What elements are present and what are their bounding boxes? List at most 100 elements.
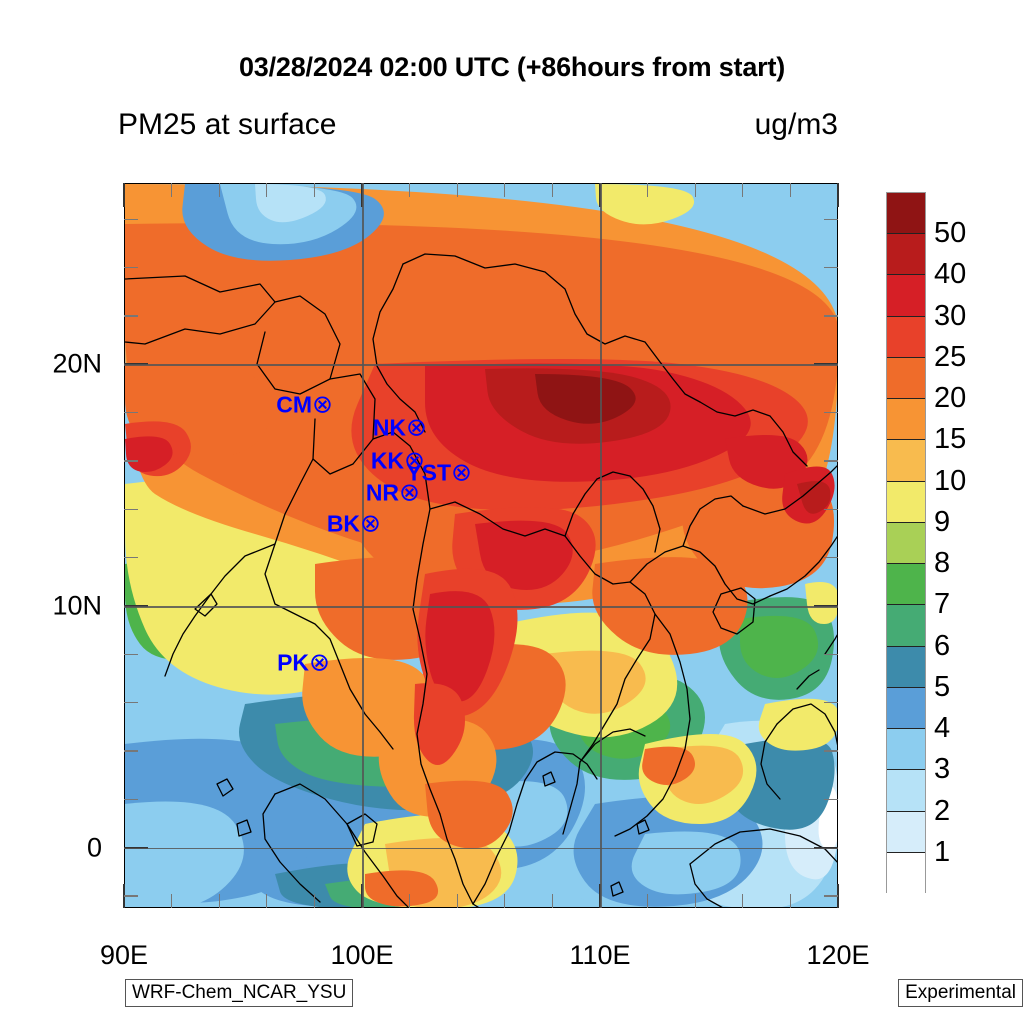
- coastline: [712, 587, 756, 635]
- y-tick-right: [824, 508, 838, 510]
- x-tick-bottom: [408, 894, 411, 908]
- coastline: [776, 703, 837, 746]
- coastline: [760, 723, 781, 800]
- coastline: [562, 761, 581, 835]
- yellow-nw-edge: [595, 184, 695, 225]
- y-tick-left: [124, 218, 138, 220]
- station-marker-kk[interactable]: KK⊗: [371, 446, 425, 475]
- y-tick-left: [124, 508, 138, 510]
- x-tick-bottom: [551, 894, 554, 908]
- colorbar-tick-label: 15: [934, 423, 967, 456]
- map-plot-area[interactable]: [124, 183, 838, 908]
- red-band-w-hot2: [125, 436, 173, 473]
- coastline: [742, 465, 837, 515]
- x-axis-label: 120E: [806, 940, 870, 970]
- coastline: [579, 728, 646, 763]
- y-tick-left: [124, 460, 138, 462]
- x-tick-bottom: [694, 894, 696, 908]
- coastline: [429, 501, 656, 763]
- coastline: [614, 613, 691, 837]
- station-cross-icon: ⊗: [406, 413, 427, 442]
- colorbar-band: [887, 605, 925, 647]
- colorbar-band: [887, 316, 925, 358]
- colorbar-tick-label: 9: [934, 505, 951, 538]
- x-tick-top: [694, 183, 696, 197]
- coastline: [542, 771, 556, 787]
- colorbar-tick-label: 3: [934, 753, 951, 786]
- y-gridline: [124, 364, 838, 366]
- red-band-nthai-core: [425, 591, 495, 702]
- coastline: [564, 471, 661, 553]
- x-tick-top: [646, 183, 649, 197]
- station-marker-nk[interactable]: NK⊗: [373, 413, 427, 442]
- pm25-contour-field: [125, 184, 837, 907]
- colorbar-tick-label: 7: [934, 588, 951, 621]
- y-tick-right: [824, 895, 838, 897]
- y-axis-label: 20N: [52, 348, 102, 379]
- colorbar-band: [887, 399, 925, 441]
- colorbar-band: [887, 193, 925, 235]
- unit-label: ug/m3: [754, 108, 838, 141]
- colorbar-tick-label: 5: [934, 670, 951, 703]
- x-tick-bottom: [313, 894, 316, 908]
- y-gridline: [124, 847, 838, 850]
- yellow-band-ne: [805, 582, 837, 624]
- station-code: PK: [277, 649, 310, 676]
- coastline: [236, 819, 252, 837]
- x-tick-bottom: [504, 894, 506, 908]
- station-marker-nr[interactable]: NR⊗: [366, 478, 420, 507]
- y-tick-left: [124, 556, 138, 559]
- mid-band-green-se: [740, 615, 819, 678]
- station-marker-yst[interactable]: YST⊗: [406, 460, 472, 486]
- x-tick-bottom: [266, 894, 268, 908]
- y-tick-right: [824, 315, 838, 317]
- x-tick-bottom: [218, 894, 220, 908]
- y-gridline: [124, 605, 838, 608]
- x-tick-bottom: [170, 894, 173, 908]
- colorbar-band: [887, 646, 925, 688]
- coastline: [125, 275, 276, 345]
- coastline: [699, 401, 808, 467]
- colorbar-band: [887, 357, 925, 400]
- x-tick-bottom: [837, 884, 839, 908]
- coastline: [164, 543, 276, 677]
- colorbar-tick-label: 50: [934, 217, 967, 250]
- coastline: [402, 253, 701, 403]
- y-tick-right: [824, 750, 838, 752]
- colorbar-band: [887, 729, 925, 771]
- x-gridline: [600, 183, 602, 908]
- station-marker-pk[interactable]: PK⊗: [277, 649, 330, 676]
- colorbar-tick-label: 40: [934, 258, 967, 291]
- x-tick-top: [408, 183, 411, 197]
- coastline: [262, 793, 321, 903]
- station-marker-bk[interactable]: BK⊗: [327, 511, 381, 537]
- y-tick-right: [824, 218, 838, 220]
- coastline: [769, 535, 837, 597]
- x-axis-label: 110E: [569, 940, 631, 970]
- yellow-band-ne-thai: [545, 650, 646, 714]
- x-tick-top: [218, 183, 220, 197]
- y-tick-left: [124, 266, 138, 269]
- colorbar-band: [887, 481, 925, 523]
- station-cross-icon: ⊗: [399, 478, 420, 507]
- coastline: [629, 545, 771, 605]
- coastline: [274, 783, 409, 907]
- colorbar-band: [887, 275, 925, 317]
- colorbar-tick-label: 8: [934, 547, 951, 580]
- coastline: [682, 495, 744, 547]
- x-tick-bottom: [789, 894, 792, 908]
- coastline: [636, 819, 650, 835]
- red-band-nthai: [475, 520, 573, 590]
- colorbar[interactable]: [886, 192, 926, 894]
- y-tick-left: [124, 895, 138, 897]
- coastline: [194, 593, 218, 617]
- colorbar-tick-label: 20: [934, 382, 967, 415]
- colorbar-band: [887, 770, 925, 812]
- orange-band-hotspot: [425, 780, 513, 849]
- x-tick-top: [170, 183, 173, 197]
- y-tick-left: [124, 798, 138, 800]
- colorbar-band: [887, 852, 925, 894]
- station-marker-cm[interactable]: CM⊗: [276, 392, 333, 418]
- station-cross-icon: ⊗: [404, 446, 425, 475]
- red-band-schina-max: [535, 374, 636, 424]
